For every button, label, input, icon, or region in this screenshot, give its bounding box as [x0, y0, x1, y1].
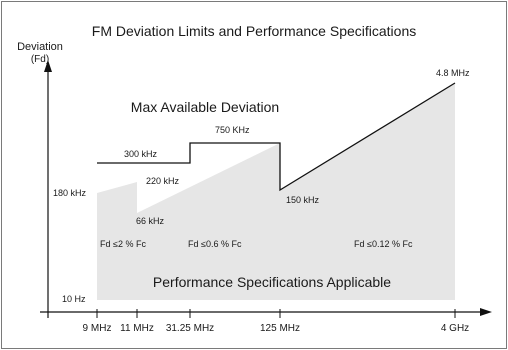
y-axis-arrow: [44, 60, 52, 72]
max-deviation-line: [97, 82, 456, 192]
label-150khz: 150 kHz: [286, 195, 320, 205]
label-300khz: 300 kHz: [124, 149, 158, 159]
performance-label: Performance Specifications Applicable: [153, 274, 391, 290]
chart-title: FM Deviation Limits and Performance Spec…: [92, 23, 416, 39]
spec-region-2: Fd ≤0.6 % Fc: [188, 239, 242, 249]
x-tick-label-4ghz: 4 GHz: [441, 323, 469, 334]
performance-region: [97, 83, 455, 300]
y-tick-10hz: 10 Hz: [62, 294, 86, 304]
label-66khz: 66 kHz: [136, 216, 165, 226]
x-tick-label-3125mhz: 31.25 MHz: [166, 323, 214, 334]
x-tick-label-11mhz: 11 MHz: [120, 323, 154, 334]
max-deviation-label: Max Available Deviation: [131, 99, 279, 115]
label-750khz: 750 KHz: [215, 125, 250, 135]
spec-region-3: Fd ≤0.12 % Fc: [354, 239, 413, 249]
y-axis-unit: (Fd): [31, 54, 49, 65]
label-4-8mhz: 4.8 MHz: [436, 68, 470, 78]
x-axis-arrow: [480, 308, 492, 316]
x-tick-label-9mhz: 9 MHz: [83, 323, 112, 334]
y-axis-label: Deviation: [17, 41, 63, 53]
label-220khz: 220 kHz: [146, 176, 180, 186]
spec-region-1: Fd ≤2 % Fc: [100, 239, 146, 249]
x-tick-label-125mhz: 125 MHz: [260, 323, 300, 334]
label-180khz: 180 kHz: [53, 188, 87, 198]
